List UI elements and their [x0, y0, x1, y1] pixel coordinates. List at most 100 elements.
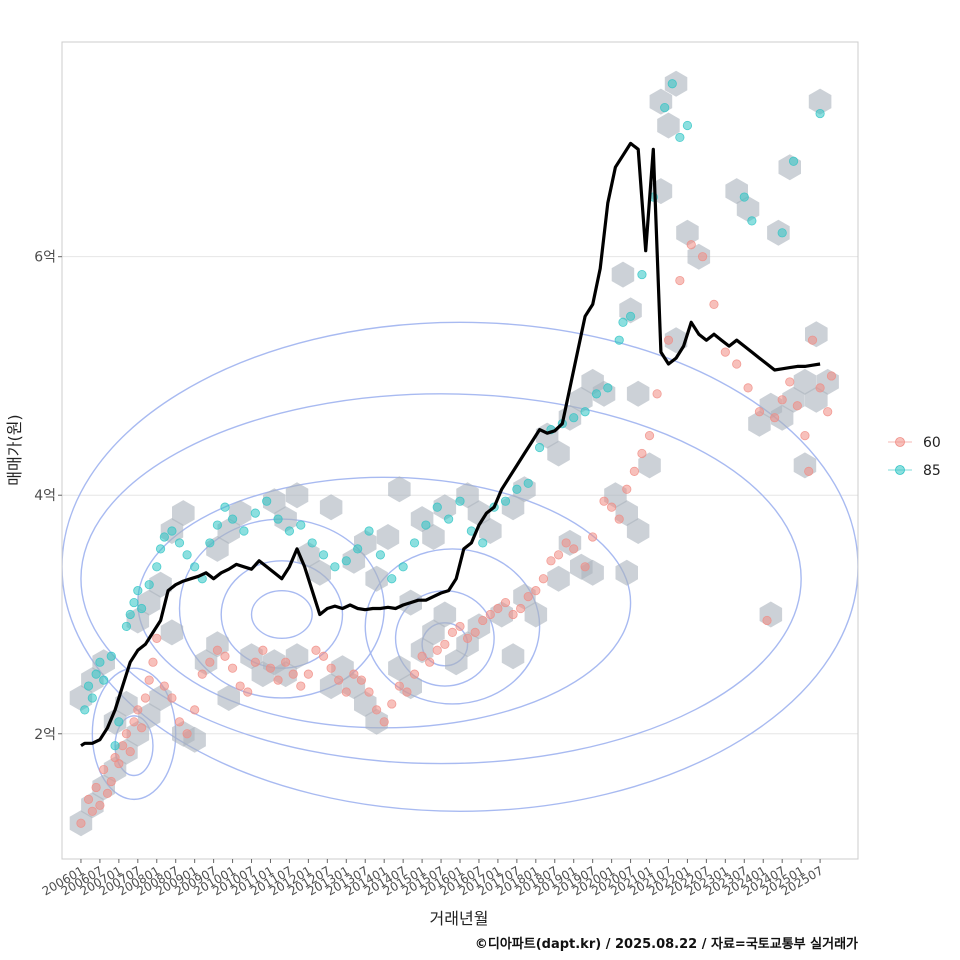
scatter-point-85: [296, 520, 306, 530]
hex-bin: [149, 571, 172, 598]
scatter-point-60: [114, 758, 124, 769]
scatter-point-85: [591, 389, 602, 399]
scatter-point-85: [675, 132, 685, 143]
scatter-point-85: [523, 478, 533, 488]
scatter-point-85: [512, 484, 522, 494]
scatter-point-85: [569, 413, 579, 423]
scatter-point-85: [747, 216, 757, 226]
scatter-point-60: [220, 651, 230, 661]
hex-bin: [433, 601, 457, 628]
hex-bin: [456, 631, 479, 658]
hex-bin: [626, 518, 650, 544]
hex-bin: [342, 547, 366, 574]
scatter-point-60: [697, 252, 708, 262]
scatter-point-85: [307, 538, 317, 548]
hex-bin: [410, 637, 434, 664]
legend-key-85: [895, 465, 905, 475]
y-axis-title: 매매가(원): [5, 414, 24, 485]
scatter-point-85: [212, 520, 223, 530]
scatter-point-85: [667, 79, 677, 89]
scatter-point-60: [205, 657, 215, 667]
scatter-point-60: [417, 651, 427, 661]
scatter-point-60: [243, 687, 253, 697]
density-contours: [62, 321, 858, 812]
density-contour: [364, 548, 541, 705]
scatter-point-85: [137, 603, 147, 614]
y-axis: 2억 4억 6억: [34, 250, 62, 743]
scatter-point-85: [815, 108, 825, 119]
scatter-point-60: [792, 401, 802, 411]
scatter-point-85: [159, 532, 169, 542]
scatter-point-85: [637, 269, 647, 280]
scatter-point-85: [250, 508, 260, 518]
scatter-point-60: [296, 681, 306, 691]
scatter-point-85: [739, 192, 749, 202]
scatter-point-60: [152, 633, 162, 643]
scatter-point-85: [432, 502, 442, 512]
scatter-point-85: [625, 311, 636, 321]
scatter-point-85: [444, 514, 454, 524]
scatter-point-60: [137, 723, 147, 733]
hex-bin: [619, 297, 642, 324]
scatter-point-85: [398, 562, 408, 572]
scatter-point-60: [807, 335, 818, 345]
hex-bin: [638, 452, 661, 479]
scatter-point-60: [102, 788, 113, 799]
scatter-point-60: [288, 669, 298, 679]
scatter-point-60: [629, 466, 639, 476]
scatter-point-60: [732, 359, 742, 369]
scatter-point-60: [265, 663, 276, 673]
hex-bin: [611, 261, 635, 288]
scatter-point-60: [607, 502, 617, 512]
scatter-point-60: [785, 377, 795, 387]
hex-bin: [547, 440, 570, 467]
scatter-point-85: [788, 156, 799, 166]
scatter-point-60: [531, 586, 541, 596]
scatter-point-85: [318, 550, 329, 560]
scatter-point-60: [250, 657, 260, 667]
y-tick-label: 2억: [34, 727, 56, 743]
scatter-point-60: [538, 574, 548, 584]
scatter-point-60: [622, 484, 632, 494]
scatter-point-85: [227, 514, 238, 524]
scatter-point-60: [826, 371, 837, 381]
hex-bin: [319, 494, 343, 521]
scatter-point-60: [372, 705, 382, 715]
scatter-point-85: [144, 580, 154, 590]
scatter-point-85: [182, 550, 192, 560]
scatter-point-85: [95, 657, 105, 667]
scatter-point-85: [375, 550, 385, 560]
scatter-point-60: [227, 663, 238, 673]
hex-bin: [69, 685, 93, 711]
scatter-point-60: [140, 693, 150, 703]
scatter-point-60: [614, 514, 624, 524]
scatter-point-85: [409, 538, 420, 548]
density-contour: [250, 589, 313, 640]
scatter-point-60: [167, 693, 177, 703]
legend-label-60: 60: [923, 435, 941, 451]
scatter-point-60: [569, 544, 579, 554]
plot-panel: [62, 42, 858, 859]
scatter-point-60: [125, 747, 135, 757]
scatter-point-60: [341, 687, 351, 697]
scatter-point-60: [637, 448, 647, 459]
hex-bin: [793, 368, 817, 395]
scatter-point-60: [588, 532, 598, 542]
scatter-point-85: [273, 514, 283, 524]
hex-bin: [217, 518, 240, 544]
hex-bin: [748, 410, 771, 437]
scatter-point-60: [754, 407, 765, 417]
scatter-point-85: [121, 621, 132, 632]
scatter-point-60: [652, 389, 662, 399]
hex-bin: [285, 482, 309, 509]
scatter-point-85: [353, 544, 363, 554]
scatter-point-60: [148, 657, 158, 667]
hex-bin: [524, 601, 548, 628]
scatter-point-85: [80, 705, 90, 715]
scatter-point-60: [159, 681, 169, 691]
scatter-point-60: [197, 669, 207, 679]
scatter-point-60: [258, 645, 268, 655]
scatter-point-60: [76, 818, 86, 828]
scatter-point-60: [432, 645, 442, 655]
